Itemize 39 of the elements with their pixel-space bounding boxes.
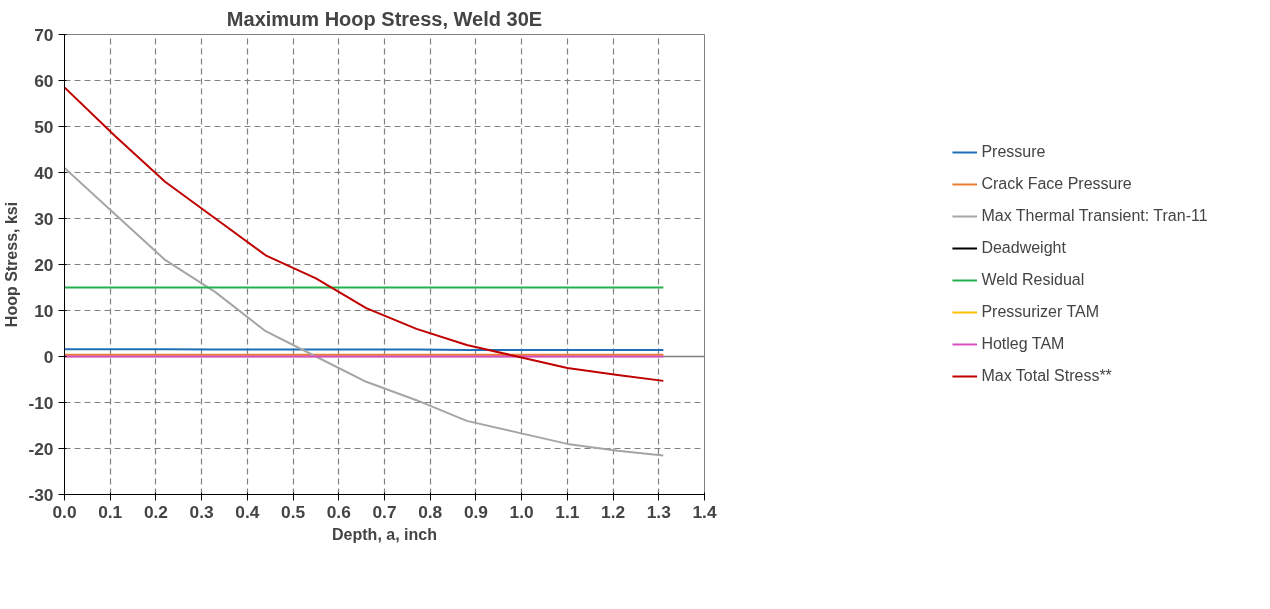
x-tick-label: 1.3 — [646, 501, 672, 522]
x-tick-label: 0.0 — [52, 501, 77, 522]
y-tick-label: 70 — [34, 24, 54, 45]
y-tick-label: -10 — [28, 392, 54, 413]
line-series — [64, 86, 665, 382]
x-tick-label: 0.7 — [372, 501, 397, 522]
legend-label: Pressure — [981, 143, 1046, 161]
x-tick-label: 1.2 — [601, 501, 626, 522]
legend-label: Crack Face Pressure — [981, 175, 1132, 193]
y-tick-label: 40 — [34, 162, 54, 183]
y-tick-label: 30 — [34, 208, 54, 229]
x-tick-label: 0.6 — [326, 501, 352, 522]
x-tick-label: 0.5 — [281, 501, 306, 522]
x-tick-label: 1.0 — [509, 501, 534, 522]
x-tick-label: 0.2 — [143, 501, 168, 522]
chart-title: Maximum Hoop Stress, Weld 30E — [226, 7, 543, 30]
y-tick-label: -20 — [28, 438, 54, 459]
legend-label: Max Thermal Transient: Tran-11 — [981, 207, 1208, 225]
x-tick-label: 0.1 — [98, 501, 123, 522]
legend-label: Max Total Stress** — [981, 367, 1112, 385]
y-axis-title: Hoop Stress, ksi — [3, 201, 21, 328]
y-tick-label: 20 — [34, 254, 54, 275]
x-tick-label: 0.3 — [189, 501, 215, 522]
y-tick-label: 0 — [43, 346, 54, 367]
y-tick-label: -30 — [28, 484, 54, 505]
x-tick-label: 1.1 — [555, 501, 580, 522]
legend-label: Deadweight — [981, 239, 1066, 257]
x-axis-title: Depth, a, inch — [332, 525, 437, 543]
x-tick-label: 1.4 — [692, 501, 717, 522]
x-tick-label: 0.8 — [418, 501, 443, 522]
y-tick-label: 60 — [34, 70, 54, 91]
x-tick-label: 0.4 — [235, 501, 260, 522]
legend-label: Hotleg TAM — [981, 335, 1065, 353]
line-series — [64, 166, 665, 457]
y-tick-label: 10 — [34, 300, 54, 321]
legend-label: Weld Residual — [981, 271, 1085, 289]
x-tick-label: 0.9 — [463, 501, 488, 522]
y-tick-label: 50 — [34, 116, 54, 137]
legend-label: Pressurizer TAM — [981, 303, 1100, 321]
